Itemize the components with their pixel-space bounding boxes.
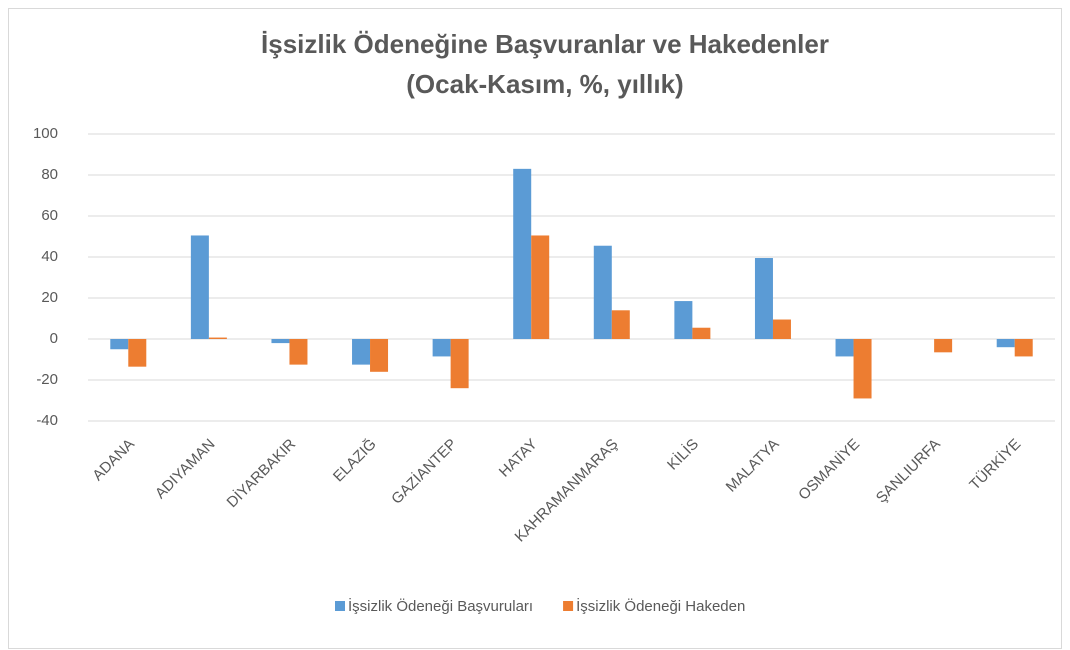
chart-title: İşsizlik Ödeneğine Başvuranlar ve Hakede…: [261, 29, 829, 59]
bar: [996, 339, 1015, 348]
legend-label: İşsizlik Ödeneği Hakeden: [576, 597, 745, 615]
bar: [128, 339, 147, 367]
bar: [450, 339, 469, 389]
y-tick-label: -40: [36, 412, 58, 429]
y-tick-label: -20: [36, 371, 58, 388]
bar: [692, 327, 711, 339]
bar: [289, 339, 308, 365]
y-tick-label: 100: [33, 125, 58, 142]
legend-marker: [335, 601, 345, 611]
bar: [772, 319, 791, 339]
bar: [190, 235, 209, 339]
bar: [531, 235, 550, 339]
y-tick-label: 20: [41, 289, 58, 306]
y-tick-label: 60: [41, 207, 58, 224]
bar: [432, 339, 451, 357]
bar: [835, 339, 854, 357]
legend-label: İşsizlik Ödeneği Başvuruları: [348, 597, 533, 615]
bar: [593, 245, 612, 339]
bar: [271, 339, 290, 344]
bar: [853, 339, 872, 399]
bar: [208, 337, 227, 339]
bar: [513, 168, 532, 339]
bar: [754, 258, 773, 339]
y-tick-label: 0: [50, 330, 58, 347]
bar: [352, 339, 371, 365]
bar: [370, 339, 389, 372]
chart-title: (Ocak-Kasım, %, yıllık): [406, 69, 683, 99]
bar: [611, 310, 630, 339]
y-tick-label: 40: [41, 248, 58, 265]
y-tick-label: 80: [41, 166, 58, 183]
bar: [1014, 339, 1033, 357]
bar: [110, 339, 129, 350]
legend-marker: [563, 601, 574, 611]
bar: [674, 301, 693, 339]
bar: [934, 339, 953, 353]
